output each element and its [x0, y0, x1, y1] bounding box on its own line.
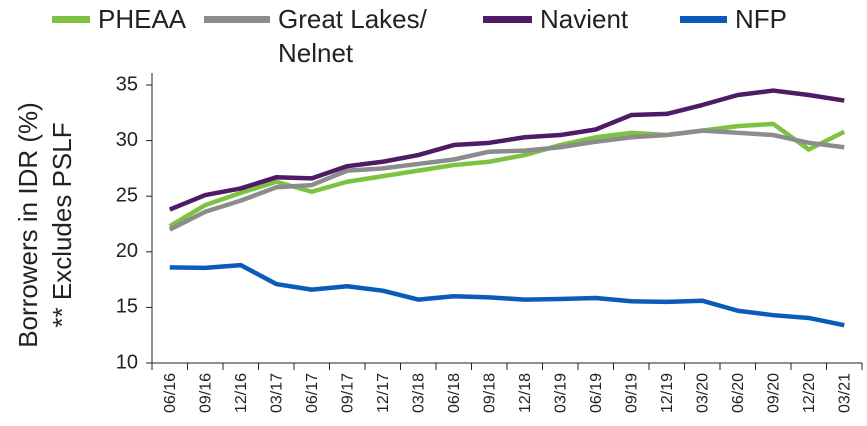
legend-swatch	[52, 16, 90, 23]
x-tick-label: 09/17	[339, 373, 356, 413]
x-tick-label: 03/18	[410, 373, 427, 413]
x-tick-label: 09/19	[623, 373, 640, 413]
x-tick-label: 12/20	[801, 373, 818, 413]
line-series	[169, 262, 845, 328]
x-tick-label: 03/19	[552, 373, 569, 413]
legend-swatch	[680, 16, 727, 23]
line-series	[168, 128, 845, 232]
line-series	[168, 88, 845, 212]
x-tick-label: 03/21	[836, 373, 853, 413]
y-tick-label: 15	[116, 296, 138, 318]
x-tick-label: 03/20	[694, 373, 711, 413]
x-tick-label: 06/19	[588, 373, 605, 413]
y-tick-label: 35	[116, 73, 138, 95]
legend-swatch	[483, 16, 532, 23]
y-tick-label: 30	[116, 129, 138, 151]
x-tick-label: 09/16	[197, 373, 214, 413]
y-tick-label: 20	[116, 240, 138, 262]
x-tick-label: 03/17	[268, 373, 285, 413]
x-tick-label: 12/19	[659, 373, 676, 413]
x-tick-label: 12/16	[233, 373, 250, 413]
x-tick-label: 12/17	[375, 373, 392, 413]
x-tick-label: 06/17	[304, 373, 321, 413]
legend-label: PHEAA	[98, 4, 187, 34]
x-tick-label: 09/20	[765, 373, 782, 413]
y-axis-label: Borrowers in IDR (%)	[13, 102, 43, 348]
legend-label: Great Lakes/ Nelnet	[278, 4, 427, 68]
legend-label: Navient	[540, 4, 629, 34]
y-tick-label: 10	[116, 351, 138, 373]
x-tick-label: 12/18	[517, 373, 534, 413]
line-series	[168, 121, 846, 229]
x-tick-label: 06/16	[162, 373, 179, 413]
x-tick-label: 06/18	[446, 373, 463, 413]
x-tick-label: 09/18	[481, 373, 498, 413]
legend-swatch	[204, 16, 270, 23]
y-axis-label: ** Excludes PSLF	[47, 122, 77, 327]
y-tick-label: 25	[116, 184, 138, 206]
legend-label: NFP	[735, 4, 787, 34]
x-tick-label: 06/20	[730, 373, 747, 413]
